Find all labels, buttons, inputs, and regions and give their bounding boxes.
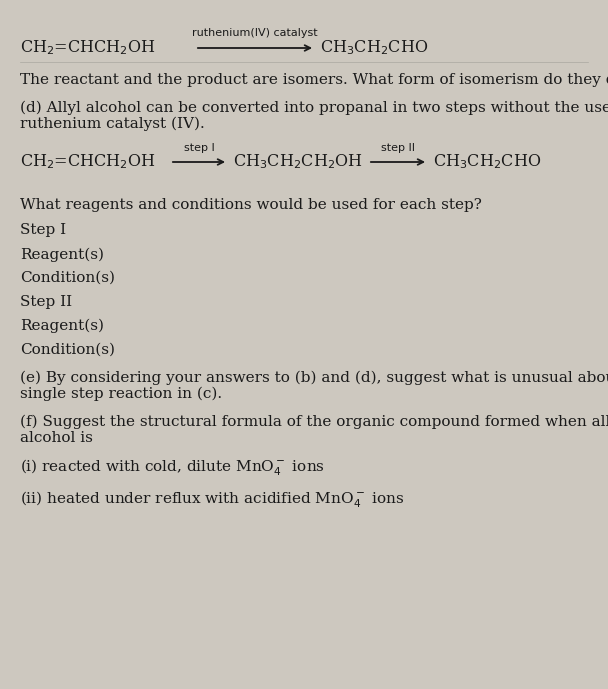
Text: CH$_2$=CHCH$_2$OH: CH$_2$=CHCH$_2$OH [20,39,156,57]
Text: (e) By considering your answers to (b) and (d), suggest what is unusual about th: (e) By considering your answers to (b) a… [20,371,608,385]
Text: The reactant and the product are isomers. What form of isomerism do they display: The reactant and the product are isomers… [20,73,608,87]
Text: What reagents and conditions would be used for each step?: What reagents and conditions would be us… [20,198,482,212]
Text: (d) Allyl alcohol can be converted into propanal in two steps without the use of: (d) Allyl alcohol can be converted into … [20,101,608,115]
Text: Condition(s): Condition(s) [20,343,115,357]
Text: CH$_2$=CHCH$_2$OH: CH$_2$=CHCH$_2$OH [20,153,156,172]
Text: ruthenium(IV) catalyst: ruthenium(IV) catalyst [192,28,318,38]
Text: alcohol is: alcohol is [20,431,93,445]
Text: CH$_3$CH$_2$CHO: CH$_3$CH$_2$CHO [433,153,541,172]
Text: ruthenium catalyst (IV).: ruthenium catalyst (IV). [20,117,205,131]
Text: (f) Suggest the structural formula of the organic compound formed when allyl: (f) Suggest the structural formula of th… [20,415,608,429]
Text: step II: step II [381,143,415,153]
Text: CH$_3$CH$_2$CH$_2$OH: CH$_3$CH$_2$CH$_2$OH [233,153,363,172]
Text: Step I: Step I [20,223,66,237]
Text: Step II: Step II [20,295,72,309]
Text: (i) reacted with cold, dilute MnO$_4^-$ ions: (i) reacted with cold, dilute MnO$_4^-$ … [20,457,325,478]
Text: (ii) heated under reflux with acidified MnO$_4^-$ ions: (ii) heated under reflux with acidified … [20,490,404,511]
Text: Reagent(s): Reagent(s) [20,319,104,333]
Text: CH$_3$CH$_2$CHO: CH$_3$CH$_2$CHO [320,39,428,57]
Text: single step reaction in (c).: single step reaction in (c). [20,387,222,401]
Text: Condition(s): Condition(s) [20,271,115,285]
Text: step I: step I [184,143,215,153]
Text: Reagent(s): Reagent(s) [20,248,104,263]
